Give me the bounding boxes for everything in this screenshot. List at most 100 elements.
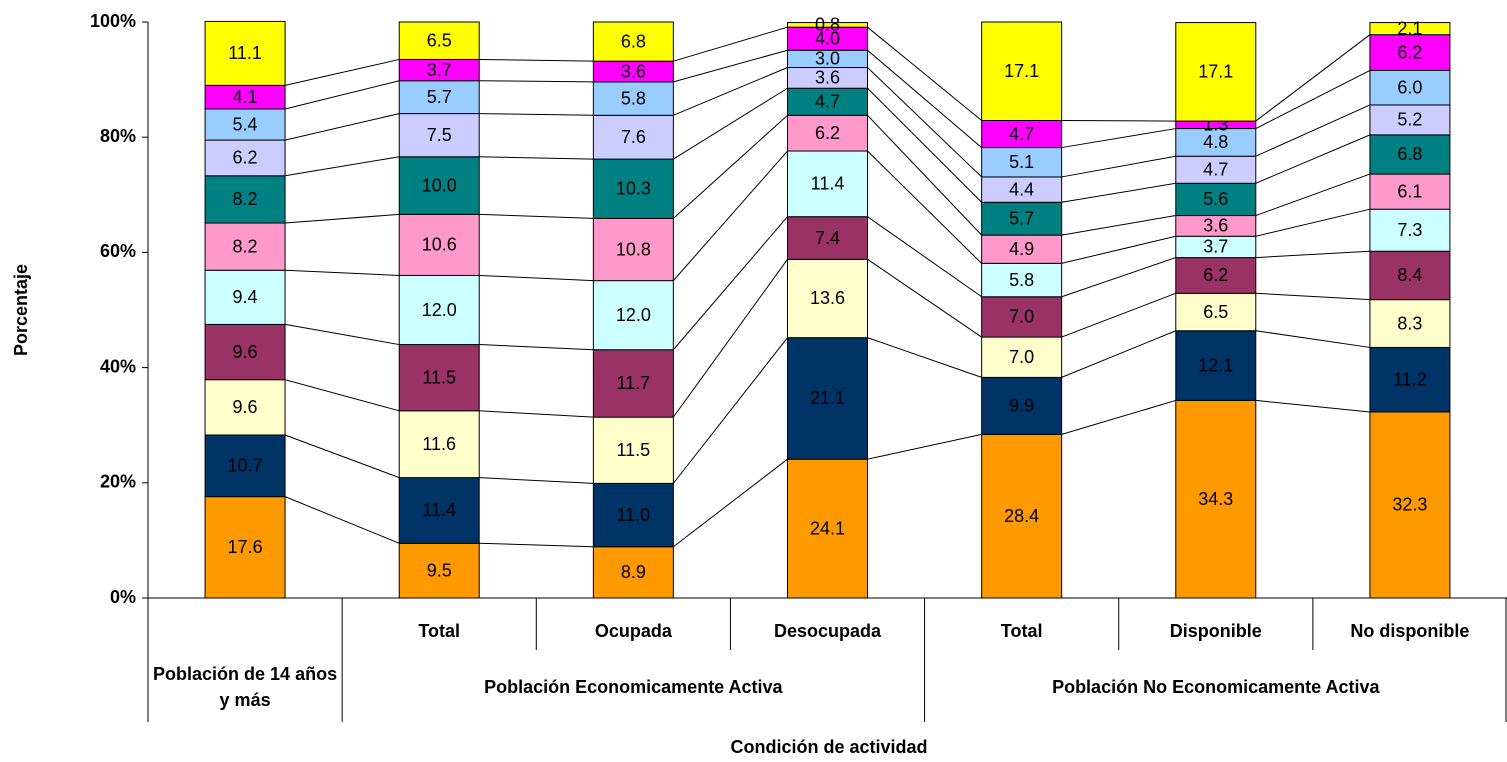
- connector: [673, 458, 788, 548]
- y-tick-label: 60%: [100, 241, 136, 261]
- bar-segment: [787, 114, 868, 152]
- connector: [1255, 399, 1370, 413]
- bar-segment: [981, 21, 1063, 121]
- bar-segment: [981, 119, 1063, 149]
- data-label: 11.0: [617, 505, 651, 525]
- connector: [479, 410, 594, 418]
- data-label: 24.1: [810, 518, 845, 538]
- data-label: 11.1: [228, 43, 262, 63]
- data-label: 17.1: [1004, 61, 1039, 81]
- data-label: 6.8: [621, 31, 646, 51]
- bar-segment: [1369, 208, 1451, 252]
- data-label: 5.6: [1203, 189, 1228, 209]
- data-label: 5.7: [427, 87, 452, 107]
- bar-segment: [1175, 330, 1257, 401]
- bar-segment: [592, 546, 674, 599]
- bar-segment: [204, 222, 286, 271]
- connector: [284, 434, 400, 479]
- data-label: 0.8: [815, 15, 840, 35]
- connector: [1061, 182, 1176, 203]
- connector: [284, 323, 400, 346]
- connector: [1255, 134, 1371, 184]
- data-label: 4.7: [815, 92, 840, 112]
- connector: [867, 49, 982, 148]
- bar-segment: [981, 147, 1063, 178]
- data-label: 12.0: [422, 300, 457, 320]
- connector: [1255, 173, 1371, 217]
- connector: [867, 67, 982, 178]
- data-label: 3.6: [621, 61, 646, 81]
- data-label: 7.4: [815, 228, 840, 248]
- connector: [672, 259, 788, 418]
- bar-segment: [398, 156, 480, 215]
- connector: [1061, 235, 1176, 264]
- data-label: 5.8: [1009, 270, 1034, 290]
- connector: [1255, 208, 1371, 237]
- connector: [672, 216, 788, 351]
- data-label: 10.6: [422, 235, 457, 255]
- data-label: 5.1: [1009, 152, 1034, 172]
- data-label: 10.3: [616, 179, 651, 199]
- connector: [1061, 257, 1176, 298]
- connector: [672, 337, 788, 484]
- group-label-box: Población Economicamente Activa: [484, 677, 782, 697]
- connector: [672, 150, 788, 281]
- connector: [479, 213, 594, 219]
- connector: [673, 49, 788, 83]
- data-label: 5.2: [1397, 110, 1422, 130]
- connector: [479, 477, 594, 484]
- bar-segment: [592, 21, 674, 62]
- connector: [284, 80, 400, 110]
- x-axis-title: Condición de actividad: [730, 737, 927, 757]
- data-label: 10.8: [616, 239, 651, 259]
- bar-segment: [592, 349, 674, 418]
- data-label: 6.8: [1397, 144, 1422, 164]
- data-label: 6.5: [1203, 302, 1228, 322]
- data-label: 6.2: [815, 123, 840, 143]
- connector: [1255, 34, 1371, 122]
- bar-segment: [981, 201, 1063, 236]
- data-label: 3.0: [815, 49, 840, 69]
- connector: [479, 156, 594, 160]
- group-label: Población de 14 años y más: [153, 664, 338, 710]
- y-axis-title: Porcentaje: [11, 264, 31, 356]
- data-label: 4.7: [1009, 124, 1034, 144]
- data-label: 2.1: [1397, 18, 1422, 38]
- bar-segment: [1369, 22, 1451, 36]
- data-label: 4.8: [1203, 132, 1228, 152]
- data-label: 11.4: [811, 174, 845, 194]
- bar-segment: [592, 416, 674, 484]
- data-label: 11.7: [617, 373, 651, 393]
- x-tick-label: No disponible: [1350, 621, 1469, 641]
- bar-segment: [592, 217, 674, 282]
- data-label: 7.0: [1009, 307, 1034, 327]
- bar-segment: [204, 434, 286, 498]
- connector: [867, 258, 982, 338]
- bar-segment: [1369, 346, 1451, 413]
- connector: [673, 114, 788, 219]
- bar-segment: [204, 379, 286, 436]
- connector: [1255, 330, 1371, 348]
- data-label: 9.6: [233, 342, 258, 362]
- bar-segment: [204, 175, 286, 224]
- data-label: 5.4: [233, 114, 258, 134]
- connector: [1061, 399, 1176, 435]
- connector: [284, 156, 400, 177]
- connector: [284, 113, 400, 141]
- data-label: 8.2: [233, 189, 258, 209]
- connector: [479, 80, 594, 83]
- connector: [1061, 215, 1176, 236]
- bar-segment: [1369, 34, 1451, 71]
- y-tick-label: 20%: [100, 472, 136, 492]
- bar-segment: [1175, 257, 1257, 294]
- data-label: 3.6: [815, 68, 840, 88]
- connector: [285, 269, 400, 276]
- bar-segment: [398, 344, 480, 412]
- connector: [479, 274, 594, 282]
- bar-segment: [981, 176, 1063, 203]
- data-label: 12.1: [1198, 355, 1233, 375]
- data-label: 4.9: [1009, 239, 1034, 259]
- data-label: 12.0: [616, 305, 651, 325]
- data-label: 3.6: [1203, 216, 1228, 236]
